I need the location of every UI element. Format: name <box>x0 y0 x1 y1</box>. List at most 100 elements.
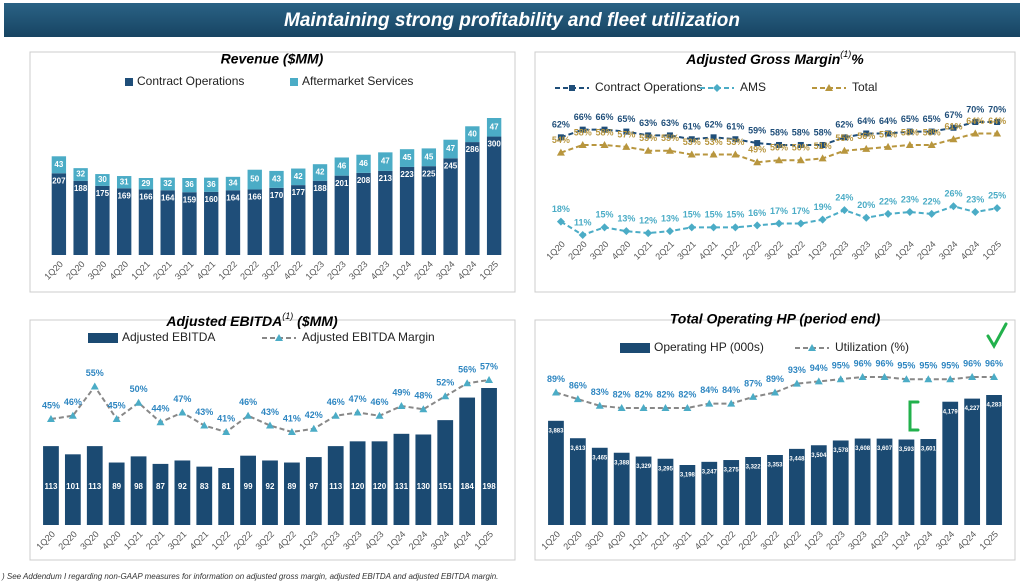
value-label: 47 <box>381 157 390 166</box>
panel <box>29 51 516 293</box>
marker <box>665 146 674 154</box>
value-label: 3,247 <box>702 469 718 475</box>
bar-segment <box>138 189 154 255</box>
value-label: 164 <box>226 193 240 202</box>
x-tick-label: 2Q23 <box>824 529 847 552</box>
marker <box>485 376 494 383</box>
value-label: 4,179 <box>943 409 959 415</box>
value-label: 25% <box>988 191 1006 201</box>
marker <box>792 379 801 387</box>
bar <box>327 446 344 525</box>
value-label: 89 <box>112 482 121 491</box>
bar-segment <box>95 174 110 186</box>
marker <box>556 217 565 226</box>
marker <box>927 140 936 148</box>
value-label: 245 <box>444 161 458 170</box>
x-tick-label: 4Q20 <box>108 259 131 282</box>
x-tick-label: 1Q24 <box>385 529 408 552</box>
marker <box>705 399 714 407</box>
marker <box>623 128 630 135</box>
value-label: 47% <box>173 394 191 404</box>
marker <box>862 213 871 222</box>
marker <box>840 146 849 154</box>
marker <box>709 150 718 158</box>
value-label: 81 <box>222 482 231 491</box>
value-label: 87% <box>744 378 762 388</box>
value-label: 41% <box>217 413 235 423</box>
legend-label: Adjusted EBITDA <box>122 330 215 344</box>
value-label: 97 <box>309 482 318 491</box>
value-label: 113 <box>329 482 342 491</box>
x-tick-label: 3Q24 <box>434 259 457 282</box>
marker <box>949 202 958 211</box>
value-label: 65% <box>923 114 941 124</box>
x-tick-label: 4Q20 <box>100 529 123 552</box>
x-tick-label: 4Q23 <box>363 529 386 552</box>
value-label: 15% <box>596 210 614 220</box>
value-label: 22% <box>923 196 941 206</box>
x-tick-label: 1Q25 <box>981 239 1004 262</box>
bar <box>679 465 696 525</box>
bar <box>876 438 893 525</box>
x-tick-label: 4Q21 <box>697 239 720 262</box>
bar <box>196 466 213 525</box>
bar <box>481 388 497 525</box>
bar <box>284 462 300 525</box>
panel <box>29 319 516 561</box>
bar-segment <box>138 178 154 190</box>
x-tick-label: 3Q20 <box>588 239 611 262</box>
value-label: 3,504 <box>811 453 827 459</box>
legend-label: Total <box>852 80 877 94</box>
legend-swatch <box>125 78 133 86</box>
marker <box>776 141 782 148</box>
value-label: 23% <box>901 194 919 204</box>
value-label: 51% <box>814 141 832 151</box>
value-label: 113 <box>44 482 57 491</box>
marker <box>309 424 318 432</box>
value-label: 3,388 <box>614 460 630 466</box>
x-tick-label: 2Q21 <box>649 529 672 552</box>
x-tick-label: 3Q20 <box>78 529 101 552</box>
value-label: 64% <box>966 116 984 126</box>
title-text: Adjusted EBITDA <box>165 313 282 329</box>
marker <box>573 395 582 403</box>
marker <box>46 415 55 422</box>
footnote: ) See Addendum I regarding non-GAAP meas… <box>1 572 498 581</box>
bar-segment <box>73 180 88 255</box>
value-label: 84% <box>700 385 718 395</box>
marker <box>665 227 674 236</box>
marker <box>579 126 586 133</box>
marker <box>796 156 805 164</box>
value-label: 43% <box>195 407 213 417</box>
value-label: 3,593 <box>899 447 915 453</box>
marker <box>244 411 253 419</box>
marker <box>617 404 626 411</box>
marker <box>950 124 957 131</box>
title-note: (1) <box>282 311 293 321</box>
marker <box>753 221 762 230</box>
value-label: 130 <box>417 482 431 491</box>
marker <box>134 398 143 406</box>
marker <box>639 404 648 411</box>
bar <box>723 460 740 525</box>
value-label: 120 <box>351 482 365 491</box>
marker <box>644 229 653 238</box>
marker <box>687 150 696 158</box>
x-tick-label: 1Q24 <box>890 529 913 552</box>
value-label: 57% <box>480 361 498 371</box>
value-label: 4,227 <box>965 406 981 412</box>
marker <box>463 379 472 387</box>
marker <box>710 134 717 141</box>
value-label: 160 <box>205 195 219 204</box>
x-tick-label: 3Q23 <box>341 529 364 552</box>
marker <box>578 231 587 239</box>
value-label: 11% <box>574 217 592 227</box>
legend-marker <box>275 334 283 341</box>
marker <box>156 418 165 426</box>
value-label: 65% <box>901 114 919 124</box>
value-label: 43% <box>261 407 279 417</box>
value-label: 23% <box>966 194 984 204</box>
x-tick-label: 3Q22 <box>762 239 785 262</box>
value-label: 53% <box>705 137 723 147</box>
x-tick-label: 3Q21 <box>671 529 694 552</box>
